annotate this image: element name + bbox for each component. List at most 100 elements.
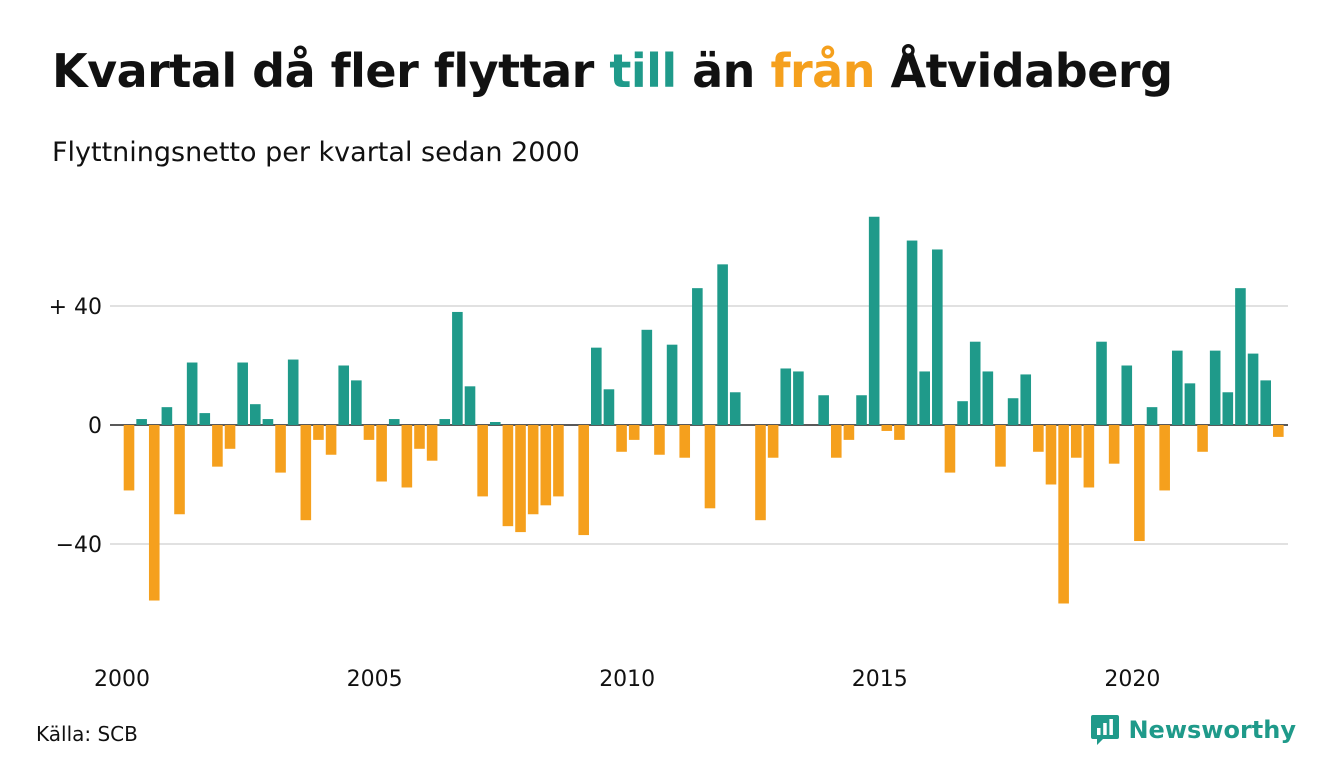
title-highlight-fran: från bbox=[770, 44, 875, 98]
brand-name: Newsworthy bbox=[1128, 716, 1296, 744]
bar bbox=[275, 425, 286, 473]
y-tick-label: −40 bbox=[56, 533, 102, 558]
bar bbox=[982, 371, 994, 425]
bar bbox=[237, 362, 248, 425]
bar bbox=[969, 341, 981, 425]
chart-subtitle: Flyttningsnetto per kvartal sedan 2000 bbox=[52, 137, 580, 168]
bar bbox=[338, 365, 350, 425]
bar bbox=[767, 425, 779, 458]
bar bbox=[527, 425, 539, 515]
bar bbox=[1033, 425, 1044, 452]
bar bbox=[692, 288, 703, 425]
bar bbox=[666, 344, 678, 426]
bar bbox=[616, 425, 627, 452]
bar bbox=[452, 311, 463, 425]
bar bbox=[148, 425, 160, 601]
bar bbox=[1222, 392, 1234, 425]
bar bbox=[1146, 407, 1158, 425]
bar bbox=[654, 425, 665, 455]
title-highlight-till: till bbox=[609, 44, 677, 98]
x-tick-label: 2020 bbox=[1104, 667, 1160, 692]
bar bbox=[919, 371, 930, 425]
bar bbox=[591, 347, 602, 425]
source-note: Källa: SCB bbox=[36, 722, 138, 746]
bar bbox=[906, 240, 918, 425]
chart-title: Kvartal då fler flyttar till än från Åtv… bbox=[52, 44, 1173, 98]
bar bbox=[161, 407, 173, 425]
y-axis-tick-labels: + 40 0 −40 bbox=[49, 295, 102, 558]
bar bbox=[717, 264, 728, 425]
bar bbox=[1171, 350, 1183, 426]
bar bbox=[1083, 425, 1095, 488]
bar bbox=[868, 216, 880, 425]
bar bbox=[1096, 341, 1107, 425]
bar bbox=[376, 425, 387, 482]
bar bbox=[856, 395, 867, 425]
brand-logo: Newsworthy bbox=[1090, 713, 1296, 747]
bar bbox=[212, 425, 223, 467]
bar bbox=[477, 425, 488, 497]
bar bbox=[426, 425, 438, 461]
bar bbox=[1209, 350, 1221, 426]
title-text-1: Kvartal då fler flyttar bbox=[52, 44, 610, 98]
bar bbox=[123, 425, 135, 491]
bar bbox=[300, 425, 312, 521]
bar bbox=[489, 422, 501, 425]
bar bbox=[578, 425, 589, 536]
bar bbox=[363, 425, 375, 440]
y-tick-label: 0 bbox=[88, 414, 102, 439]
bar bbox=[755, 425, 766, 521]
bar bbox=[793, 371, 804, 425]
title-text-2: än bbox=[676, 44, 771, 98]
bar bbox=[250, 404, 261, 425]
bar bbox=[780, 368, 792, 425]
bar bbox=[1045, 425, 1057, 485]
bar bbox=[843, 425, 855, 440]
bar bbox=[957, 401, 968, 425]
x-tick-label: 2005 bbox=[347, 667, 403, 692]
bar bbox=[628, 425, 640, 440]
bar bbox=[932, 249, 943, 425]
bar bbox=[818, 395, 829, 425]
bars bbox=[123, 216, 1284, 604]
bar bbox=[464, 386, 476, 425]
bar bbox=[414, 425, 425, 449]
bar bbox=[515, 425, 526, 533]
bar bbox=[313, 425, 324, 440]
bar bbox=[136, 419, 147, 425]
bar bbox=[729, 392, 741, 425]
bar bbox=[1197, 425, 1208, 452]
bar bbox=[1058, 425, 1069, 604]
bar bbox=[1260, 380, 1271, 426]
title-text-3: Åtvidaberg bbox=[874, 44, 1173, 98]
bar bbox=[1070, 425, 1082, 458]
bar bbox=[351, 380, 362, 426]
bar bbox=[262, 419, 274, 425]
bar bbox=[1159, 425, 1170, 491]
bar bbox=[995, 425, 1006, 467]
bar bbox=[388, 419, 400, 425]
bar bbox=[1134, 425, 1145, 542]
bar bbox=[224, 425, 236, 449]
bar bbox=[401, 425, 413, 488]
bar bbox=[830, 425, 842, 458]
bar bbox=[199, 413, 211, 425]
bar bbox=[1273, 425, 1284, 437]
x-tick-label: 2015 bbox=[852, 667, 908, 692]
bar bbox=[325, 425, 337, 455]
x-tick-label: 2010 bbox=[599, 667, 655, 692]
bar bbox=[439, 419, 451, 425]
y-tick-label: + 40 bbox=[49, 295, 102, 320]
bar bbox=[1121, 365, 1133, 425]
bar bbox=[704, 425, 716, 509]
bar bbox=[1108, 425, 1120, 464]
newsworthy-logo-icon bbox=[1091, 715, 1120, 745]
bar bbox=[1020, 374, 1032, 426]
bar bbox=[1007, 398, 1019, 426]
bar bbox=[502, 425, 514, 527]
bar bbox=[641, 329, 653, 425]
bar bbox=[553, 425, 564, 497]
bar bbox=[540, 425, 552, 506]
bar bbox=[944, 425, 956, 473]
bar bbox=[1235, 288, 1246, 425]
